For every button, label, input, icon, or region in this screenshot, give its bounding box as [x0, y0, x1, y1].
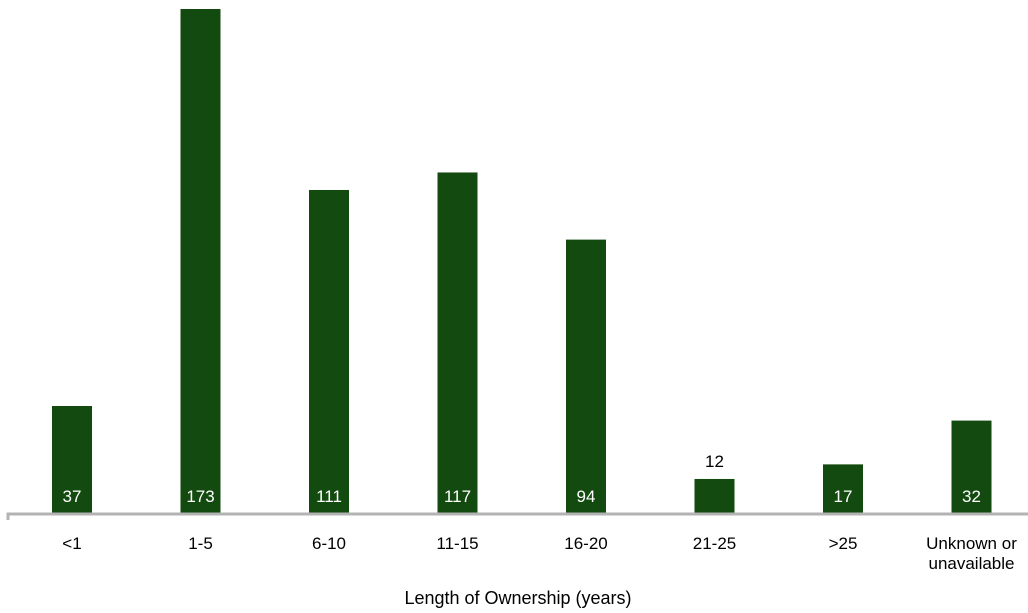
data-labels-group: 37 173 111 117 94 12 17 32 — [63, 452, 981, 506]
data-label-4: 94 — [577, 487, 596, 506]
x-tick-label-5: 21-25 — [693, 534, 736, 553]
data-label-0: 37 — [63, 487, 82, 506]
data-label-2: 111 — [316, 487, 342, 506]
bar-7 — [951, 420, 992, 514]
x-axis-title: Length of Ownership (years) — [404, 588, 631, 608]
bar-1 — [180, 9, 221, 514]
bar-5 — [694, 478, 735, 514]
data-label-6: 17 — [834, 487, 853, 506]
x-tick-label-1: 1-5 — [188, 534, 213, 553]
x-tick-label-4: 16-20 — [564, 534, 607, 553]
bar-4 — [566, 239, 606, 514]
bars-group — [52, 9, 992, 514]
bar-2 — [309, 189, 349, 514]
data-label-1: 173 — [186, 487, 214, 506]
bar-6 — [823, 464, 863, 514]
x-tick-label-6: >25 — [829, 534, 858, 553]
x-axis-line — [6, 512, 1028, 520]
data-label-3: 117 — [444, 487, 471, 506]
x-tick-label-2: 6-10 — [312, 534, 346, 553]
x-axis — [6, 512, 1028, 520]
data-label-7: 32 — [962, 487, 981, 506]
x-tick-label-0: <1 — [62, 534, 81, 553]
x-tick-labels: <1 1-5 6-10 11-15 16-20 21-25 >25 Unknown or una… — [62, 534, 1017, 573]
x-tick-label-3: 11-15 — [436, 534, 478, 553]
data-label-5: 12 — [705, 452, 724, 471]
bar-3 — [437, 172, 478, 514]
x-tick-label-7: Unknown or unavailable — [926, 534, 1017, 573]
bar-0 — [52, 405, 92, 514]
